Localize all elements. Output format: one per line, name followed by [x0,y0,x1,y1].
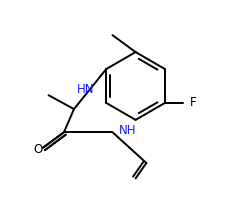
Text: HN: HN [76,83,94,96]
Text: NH: NH [118,124,136,137]
Text: O: O [33,143,42,156]
Text: F: F [189,96,195,110]
